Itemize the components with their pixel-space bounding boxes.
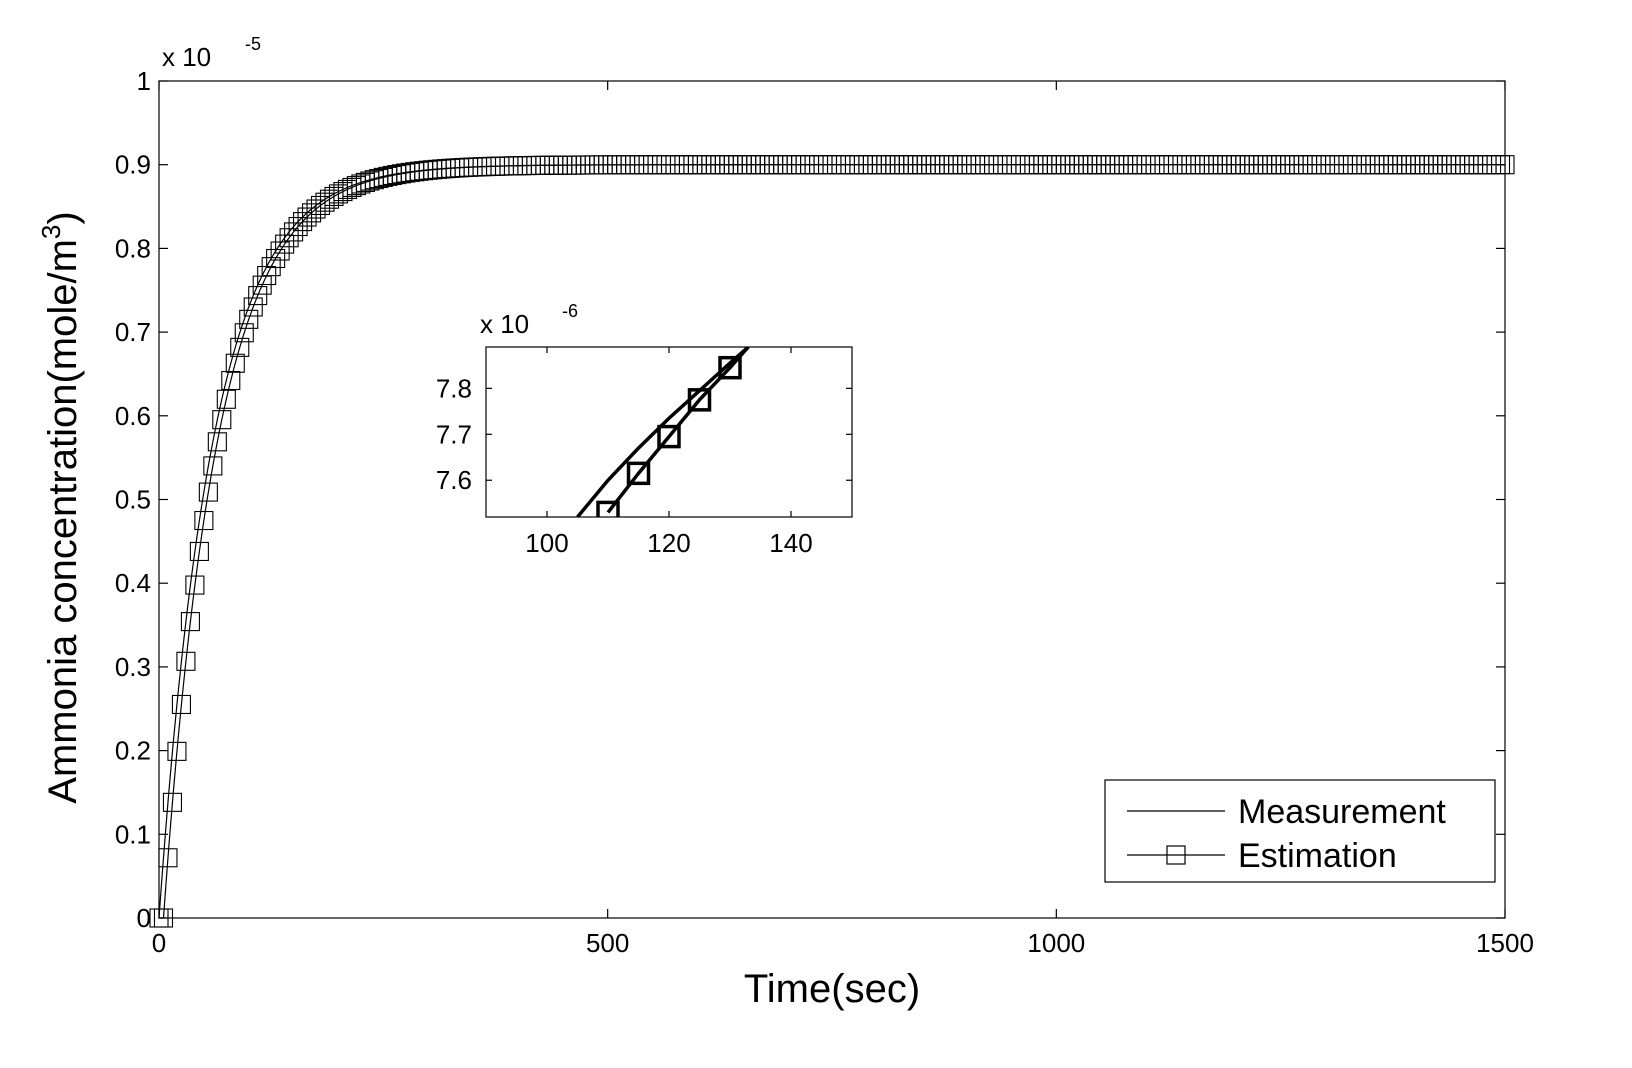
inset-estimation-marker — [596, 500, 620, 517]
estimation-marker — [167, 741, 187, 761]
y-scale-factor-exponent: -5 — [245, 34, 261, 54]
y-axis-title-close: ) — [41, 211, 85, 224]
main-plot: 0 500 1000 1500 0 0.1 0.2 0.3 0.4 0.5 0.6 0.7 0.8 0.9… — [36, 34, 1534, 1011]
estimation-marker — [171, 694, 191, 715]
estimation-marker — [230, 337, 250, 357]
y-tick-label: 0.2 — [115, 736, 151, 766]
legend: Measurement Estimation — [1104, 779, 1496, 883]
y-axis-title-main: Ammonia concentration(mole/m — [41, 239, 85, 804]
estimation-marker — [180, 612, 200, 632]
estimation-marker — [234, 323, 254, 343]
y-axis-title-text: Ammonia concentration(mole/m3) — [36, 211, 85, 803]
estimation-marker — [198, 482, 218, 502]
x-tick-label: 500 — [586, 928, 629, 958]
inset-estimation-marker — [657, 424, 681, 449]
inset-line-estimation — [606, 347, 750, 514]
estimation-marker — [243, 297, 263, 317]
inset-x-tick-label: 120 — [647, 528, 690, 558]
inset-background — [396, 297, 862, 567]
estimation-marker — [239, 309, 259, 329]
estimation-marker — [185, 575, 205, 595]
estimation-marker — [194, 510, 214, 531]
x-tick-label: 1500 — [1476, 928, 1534, 958]
estimation-marker — [216, 389, 236, 409]
inset-y-tick-label: 7.7 — [436, 419, 472, 449]
main-tick-layer: 0 500 1000 1500 0 0.1 0.2 0.3 0.4 0.5 0.6 0.7 0.8 0.9… — [115, 66, 1534, 958]
estimation-marker — [221, 370, 241, 391]
estimation-marker — [162, 792, 183, 812]
y-tick-label: 0.1 — [115, 819, 151, 849]
x-axis-title: Time(sec) — [744, 967, 920, 1011]
y-tick-label: 0 — [137, 903, 151, 933]
y-tick-label: 0.3 — [115, 652, 151, 682]
estimation-marker — [176, 651, 196, 671]
inset-y-tick-label: 7.6 — [436, 465, 472, 495]
estimation-marker — [207, 432, 227, 452]
y-tick-label: 0.7 — [115, 317, 151, 347]
inset-y-scale-factor-base: x 10 — [480, 309, 529, 339]
inset-x-tick-label: 140 — [769, 528, 812, 558]
y-axis-title-superscript: 3 — [36, 225, 66, 239]
y-tick-label: 0.8 — [115, 233, 151, 263]
x-tick-label: 1000 — [1027, 928, 1085, 958]
inset-y-tick-label: 7.8 — [436, 373, 472, 403]
inset-clip-group — [576, 347, 750, 517]
inset-x-tick-label: 100 — [525, 528, 568, 558]
y-tick-label: 0.5 — [115, 485, 151, 515]
estimation-marker — [203, 456, 223, 476]
legend-box — [1104, 779, 1496, 883]
legend-marker-estimation — [1166, 845, 1186, 865]
inset-plot: 100 120 140 7.6 7.7 7.8 x 10 -6 — [396, 297, 862, 567]
estimation-marker — [189, 541, 209, 562]
inset-tick-layer: 100 120 140 7.6 7.7 7.8 — [436, 347, 852, 558]
y-tick-label: 1 — [137, 66, 151, 96]
y-axis-title: Ammonia concentration(mole/m3) — [36, 211, 85, 803]
main-series-layer — [149, 155, 1515, 928]
inset-line-measurement — [576, 347, 750, 517]
estimation-marker — [225, 353, 245, 373]
x-tick-label: 0 — [152, 928, 166, 958]
y-scale-factor-base: x 10 — [162, 42, 211, 72]
y-tick-label: 0.9 — [115, 150, 151, 180]
inset-estimation-marker — [626, 461, 651, 486]
inset-series-layer — [576, 347, 750, 517]
estimation-marker — [212, 410, 232, 430]
inset-estimation-marker — [718, 355, 742, 380]
y-tick-label: 0.6 — [115, 401, 151, 431]
y-tick-label: 0.4 — [115, 568, 151, 598]
legend-label-measurement: Measurement — [1238, 793, 1446, 831]
inset-y-scale-factor-exponent: -6 — [562, 301, 578, 321]
legend-label-estimation: Estimation — [1238, 837, 1397, 875]
estimation-marker — [248, 286, 268, 306]
inset-estimation-marker — [687, 388, 712, 412]
